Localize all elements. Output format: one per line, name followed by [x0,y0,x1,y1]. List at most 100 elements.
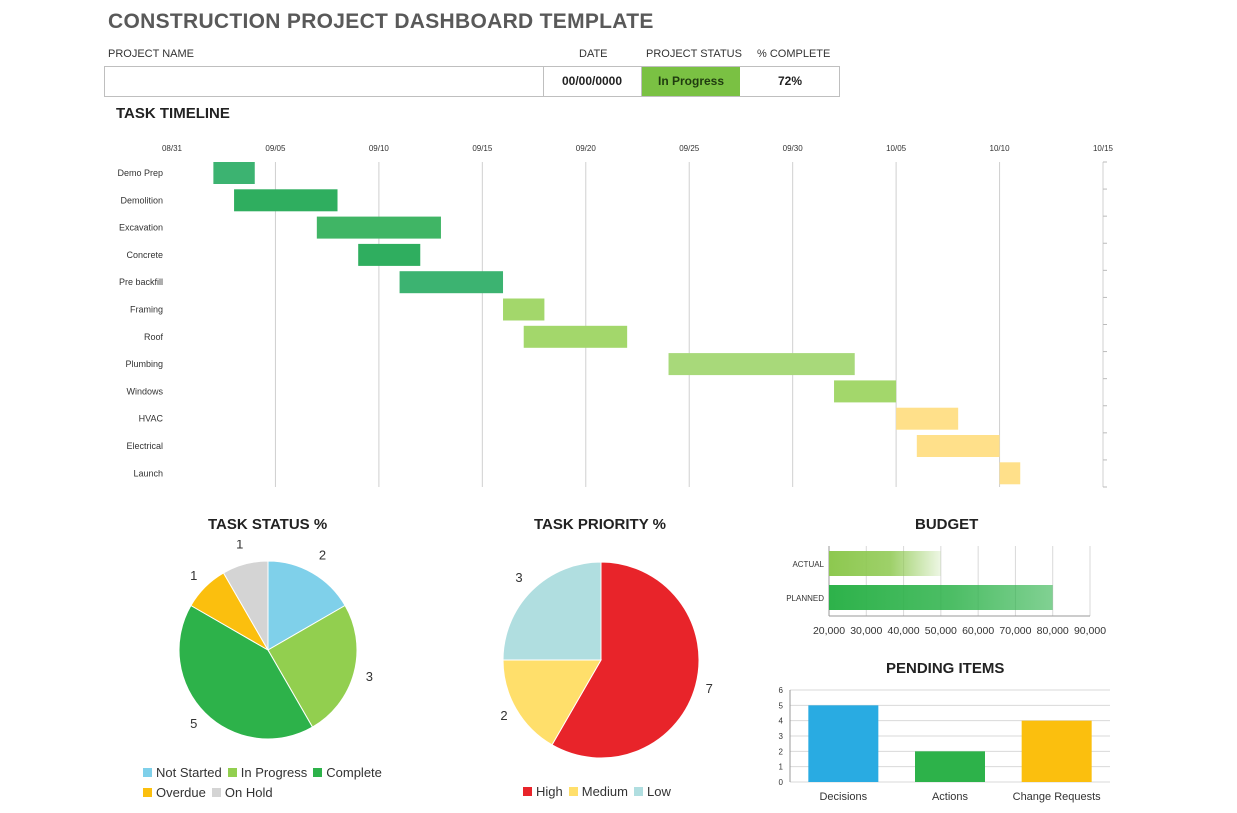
data-label: 1 [190,568,197,583]
task-label: Demolition [120,195,163,205]
pending-bar [1021,720,1092,782]
legend-swatch [143,788,152,798]
legend-item-not-started: Not Started [143,765,222,780]
project-status-field[interactable]: In Progress [642,67,740,96]
pie-slice [178,604,314,740]
task-label: Plumbing [125,359,163,369]
task-status-legend: Not Started In Progress Complete [143,765,388,780]
y-tick-label: 4 [779,717,784,726]
x-tick-label: 20,000 [813,625,845,637]
data-label: 5 [190,716,197,731]
percent-complete-field[interactable]: 72% [777,74,803,88]
task-bar [503,298,545,321]
task-bar [916,435,1000,457]
legend-label: Overdue [156,785,206,800]
legend-item-high: High [523,784,563,799]
task-label: Concrete [126,250,163,260]
pie-slice [267,604,358,728]
task-bar [523,325,628,348]
date-label: DATE [579,48,608,60]
pie-slice [222,560,269,652]
budget-title: BUDGET [915,516,979,533]
x-tick-label: 09/05 [265,144,286,153]
budget-bar [829,551,941,576]
data-label: 3 [366,669,373,684]
task-bar [358,243,421,266]
legend-label: Low [647,784,671,799]
legend-swatch [523,787,532,797]
task-bar [668,353,855,376]
pie-slice [267,560,346,651]
budget-bar [829,585,1053,610]
x-tick-label: 40,000 [888,625,920,637]
x-tick-label: 50,000 [925,625,957,637]
x-tick-label: 70,000 [999,625,1031,637]
percent-complete-label: % COMPLETE [757,48,831,60]
data-label: 7 [706,681,713,696]
task-bar [999,462,1021,485]
task-timeline-chart: 08/31 09/05 09/10 09/15 09/20 09/25 09/30 10/05… [117,144,1114,488]
category-label: ACTUAL [792,560,824,569]
pie-slice [502,659,602,746]
legend-swatch [568,787,578,797]
page-title: CONSTRUCTION PROJECT DASHBOARD TEMPLATE [108,10,654,33]
task-bar [234,189,338,212]
legend-item-overdue: Overdue [143,785,206,800]
category-label: PLANNED [786,594,824,603]
y-tick-label: 1 [779,763,784,772]
task-label: Windows [126,386,163,396]
y-tick-label: 2 [779,747,784,756]
date-field[interactable]: 00/00/0000 [543,67,642,96]
task-label: Launch [133,468,163,478]
task-label: Pre backfill [119,277,163,287]
legend-swatch [313,768,323,778]
data-label: 2 [319,548,326,563]
legend-label: On Hold [224,785,273,800]
y-tick-label: 6 [779,686,784,695]
x-tick-label: 08/31 [162,144,183,153]
legend-swatch [143,768,152,778]
task-label: Framing [130,305,163,315]
task-priority-pie: 7 2 3 [500,561,713,759]
pending-items-chart: 0 1 2 3 4 5 6 Decisions Actions Change Requests [779,686,1110,803]
pending-bar [915,751,985,782]
project-name-label: PROJECT NAME [108,48,194,60]
legend-label: High [536,784,563,799]
data-label: 1 [236,540,243,552]
x-tick-label: 10/05 [886,144,907,153]
y-tick-label: 0 [779,778,784,787]
legend-item-on-hold: On Hold [211,785,273,800]
x-tick-label: 80,000 [1037,625,1069,637]
pending-bar [808,705,879,782]
budget-chart: 20,000 30,000 40,000 50,000 60,000 70,000 80,0… [786,546,1106,637]
category-label: Change Requests [1013,791,1102,803]
task-bar [834,380,897,403]
task-label: Excavation [119,223,163,233]
legend-label: Complete [326,765,382,780]
project-name-field[interactable] [105,67,544,96]
x-tick-label: 09/30 [783,144,804,153]
data-label: 3 [515,570,522,585]
task-bar [399,271,504,294]
task-label: Roof [144,332,164,342]
y-tick-label: 5 [779,701,784,710]
task-timeline-title: TASK TIMELINE [116,105,230,122]
x-tick-label: 10/15 [1093,144,1114,153]
x-tick-label: 09/20 [576,144,597,153]
task-bar [213,162,255,184]
task-bar [316,216,441,239]
legend-item-medium: Medium [568,784,628,799]
pie-slice [502,561,602,661]
y-tick-label: 3 [779,732,784,741]
legend-item-in-progress: In Progress [227,765,307,780]
pending-items-title: PENDING ITEMS [886,660,1005,677]
legend-item-complete: Complete [313,765,382,780]
legend-swatch [634,787,643,797]
legend-swatch [227,768,237,778]
task-status-pie: 2 3 5 1 1 [178,540,373,740]
category-label: Actions [932,791,969,803]
legend-swatch [211,788,221,798]
x-tick-label: 09/25 [679,144,700,153]
x-tick-label: 09/10 [369,144,390,153]
x-tick-label: 09/15 [472,144,493,153]
